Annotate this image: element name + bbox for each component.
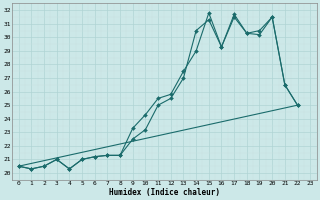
- X-axis label: Humidex (Indice chaleur): Humidex (Indice chaleur): [109, 188, 220, 197]
